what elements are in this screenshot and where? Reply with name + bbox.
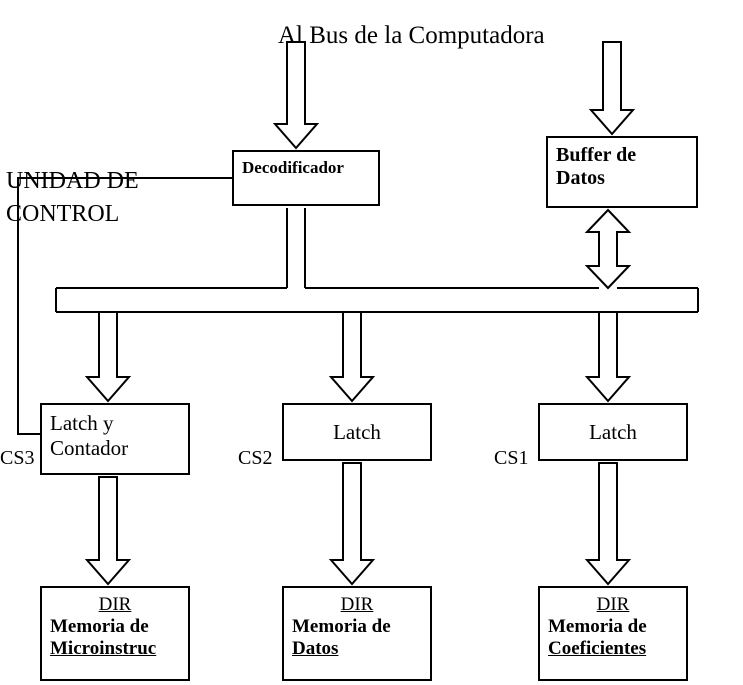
box-line: Contador [50,436,180,461]
box-line: Latch [589,420,637,445]
mem-microinstruc-box: DIRMemoria deMicroinstruc [40,586,190,681]
mem-datos-box: DIRMemoria deDatos [282,586,432,681]
diagram-svg [0,0,743,685]
unit-line1: UNIDAD DE [6,168,139,194]
box-line: Latch [333,420,381,445]
box-line: Memoria de [292,616,422,638]
mem-coef-box: DIRMemoria deCoeficientes [538,586,688,681]
box-line: Decodificador [242,158,370,178]
box-line: DIR [548,594,678,616]
latch1-box: Latch [538,403,688,461]
box-line: Latch y [50,411,180,436]
box-line: Coeficientes [548,638,678,660]
box-line: Datos [556,167,688,190]
cs3-label: CS3 [0,447,34,470]
box-line: Memoria de [548,616,678,638]
box-line: Datos [292,638,422,660]
box-line: Microinstruc [50,638,180,660]
buffer-box: Buffer deDatos [546,136,698,208]
box-line: Buffer de [556,144,688,167]
cs1-label: CS1 [494,447,528,470]
box-line: Memoria de [50,616,180,638]
diagram-title: Al Bus de la Computadora [278,22,545,50]
latch2-box: Latch [282,403,432,461]
latch-counter-box: Latch yContador [40,403,190,475]
decoder-box: Decodificador [232,150,380,206]
unit-label: UNIDAD DE CONTROL [6,165,139,231]
cs2-label: CS2 [238,447,272,470]
unit-line2: CONTROL [6,201,119,227]
box-line: DIR [50,594,180,616]
box-line: DIR [292,594,422,616]
